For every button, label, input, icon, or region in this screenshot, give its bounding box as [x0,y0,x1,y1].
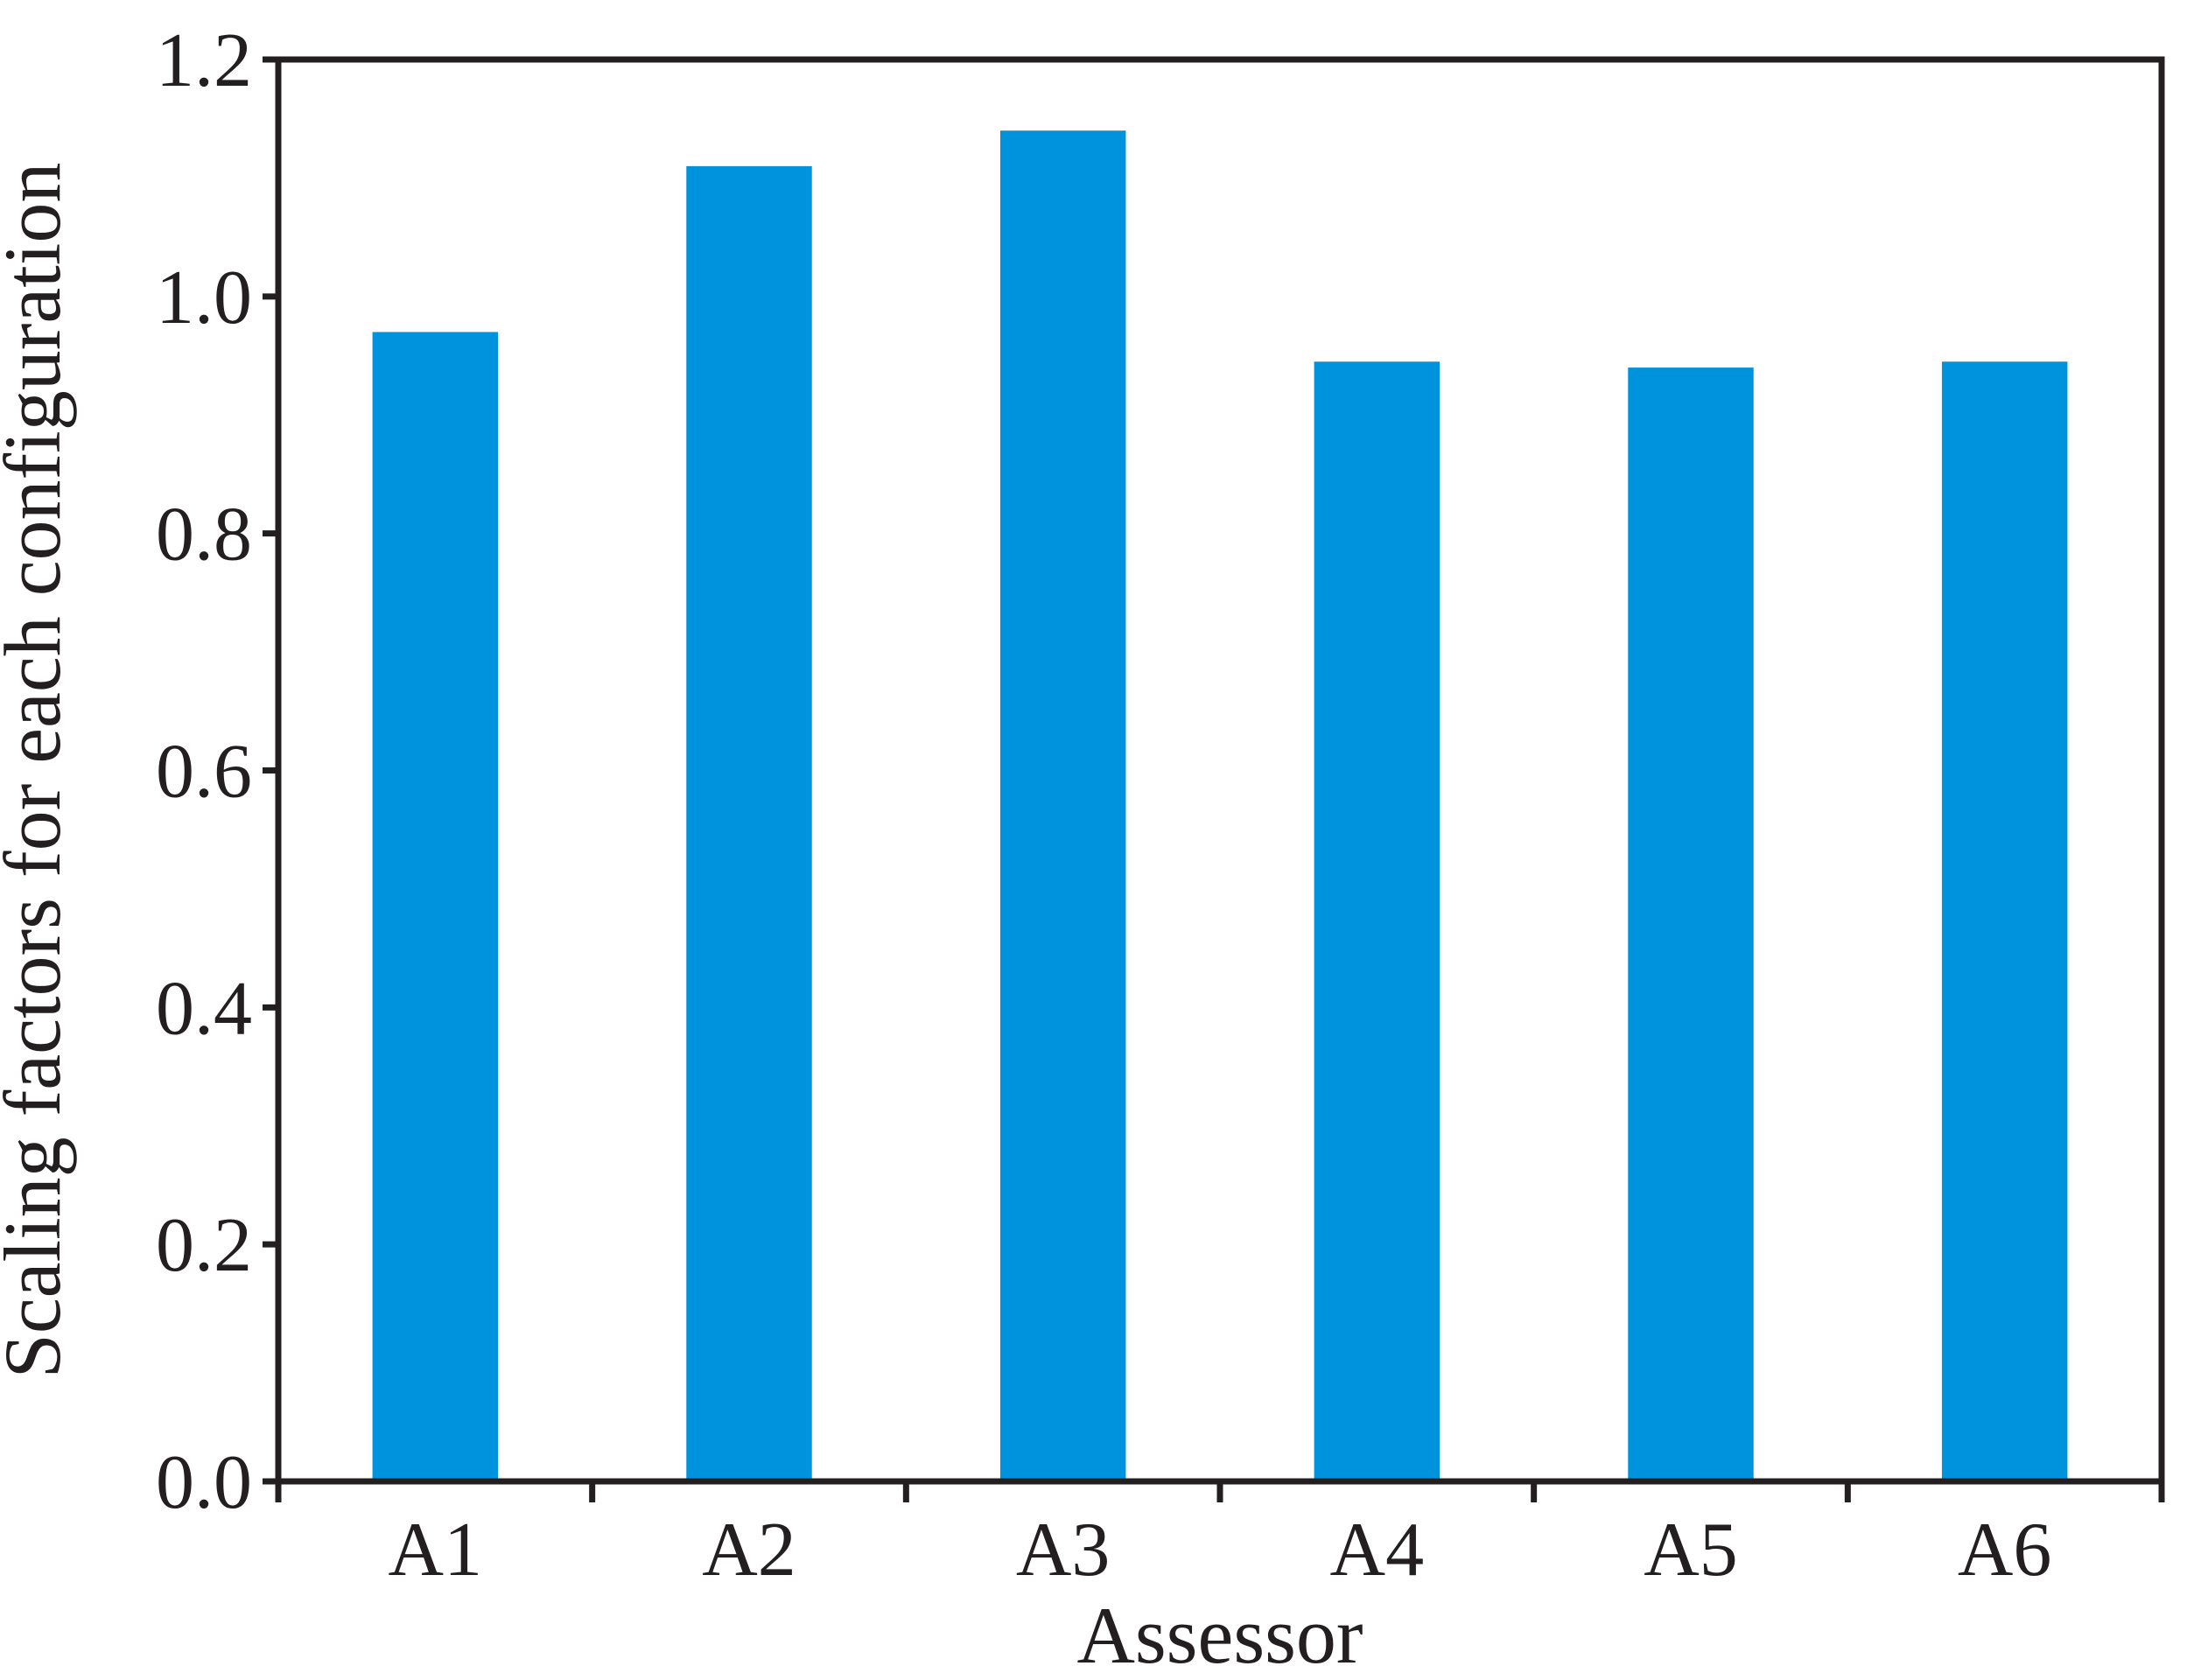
bar-a5 [1628,368,1754,1481]
bar-a2 [686,165,812,1481]
x-tick-label-a2: A2 [702,1508,796,1592]
bar-a1 [372,332,499,1481]
axes-layer [275,56,2165,1485]
bars-layer [372,130,2068,1481]
plot-frame [275,56,2165,1485]
x-tick-label-a1: A1 [389,1508,483,1592]
bar-a3 [999,130,1126,1481]
x-tick-label-a6: A6 [1958,1508,2052,1592]
y-tick-label: 0.2 [156,1203,252,1288]
y-tick-label: 1.0 [156,256,252,340]
y-axis-ticks: 0.0 0.2 0.4 0.6 0.8 1.0 1.2 [156,18,278,1525]
y-tick-label: 0.8 [156,493,252,578]
x-axis-title: Assessor [1076,1591,1363,1680]
y-axis-title: Scaling factors for each configuration [0,163,77,1379]
y-tick-label: 0.6 [156,730,252,815]
x-tick-label-a5: A5 [1644,1508,1738,1592]
y-tick-label: 0.0 [156,1440,252,1525]
bar-a4 [1314,361,1440,1481]
y-tick-label: 1.2 [156,18,252,103]
bar-a6 [1941,361,2068,1481]
x-axis-ticks: A1 A2 A3 A4 A5 A6 [275,1481,2165,1592]
y-tick-label: 0.4 [156,966,252,1051]
x-tick-label-a4: A4 [1330,1508,1425,1592]
x-tick-label-a3: A3 [1016,1508,1111,1592]
